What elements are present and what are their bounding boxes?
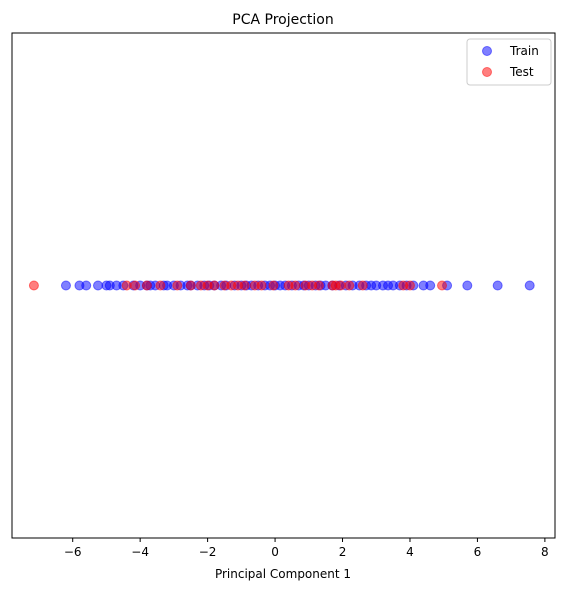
x-tick-label: −4 (131, 545, 149, 559)
train-point (60, 280, 71, 291)
train-point (462, 280, 473, 291)
test-point (239, 280, 250, 291)
train-point (425, 280, 436, 291)
train-point (81, 280, 92, 291)
test-point (130, 280, 141, 291)
test-point (155, 280, 166, 291)
legend-label-train: Train (509, 44, 539, 58)
points-layer (28, 280, 535, 291)
test-point (141, 280, 152, 291)
x-axis-label: Principal Component 1 (215, 567, 351, 581)
train-point (524, 280, 535, 291)
x-tick-label: 4 (406, 545, 414, 559)
x-tick-label: 8 (541, 545, 549, 559)
test-point (437, 280, 448, 291)
chart-title: PCA Projection (232, 12, 333, 28)
x-tick-label: 6 (474, 545, 482, 559)
x-tick-label: −2 (199, 545, 217, 559)
train-point (93, 280, 103, 291)
x-axis: −6 −4 −2 0 2 4 6 8 (64, 538, 549, 559)
test-point (335, 280, 346, 291)
series-test (28, 280, 448, 291)
test-point (256, 280, 267, 291)
test-point (172, 280, 183, 291)
test-point (28, 280, 39, 291)
test-point (344, 280, 355, 291)
legend: Train Test (466, 38, 552, 86)
test-point (313, 280, 324, 291)
test-point (357, 280, 368, 291)
test-point (404, 280, 415, 291)
test-point (185, 280, 196, 291)
test-point (121, 280, 132, 291)
x-tick-label: 0 (271, 545, 279, 559)
x-tick-label: 2 (339, 545, 347, 559)
test-point (290, 280, 301, 291)
legend-label-test: Test (509, 65, 534, 79)
train-point (492, 280, 503, 291)
x-tick-label: −6 (64, 545, 82, 559)
plot-frame (11, 32, 556, 539)
test-point (209, 280, 220, 291)
legend-marker-train (482, 46, 492, 56)
test-point (268, 280, 279, 291)
legend-marker-test (482, 67, 492, 77)
